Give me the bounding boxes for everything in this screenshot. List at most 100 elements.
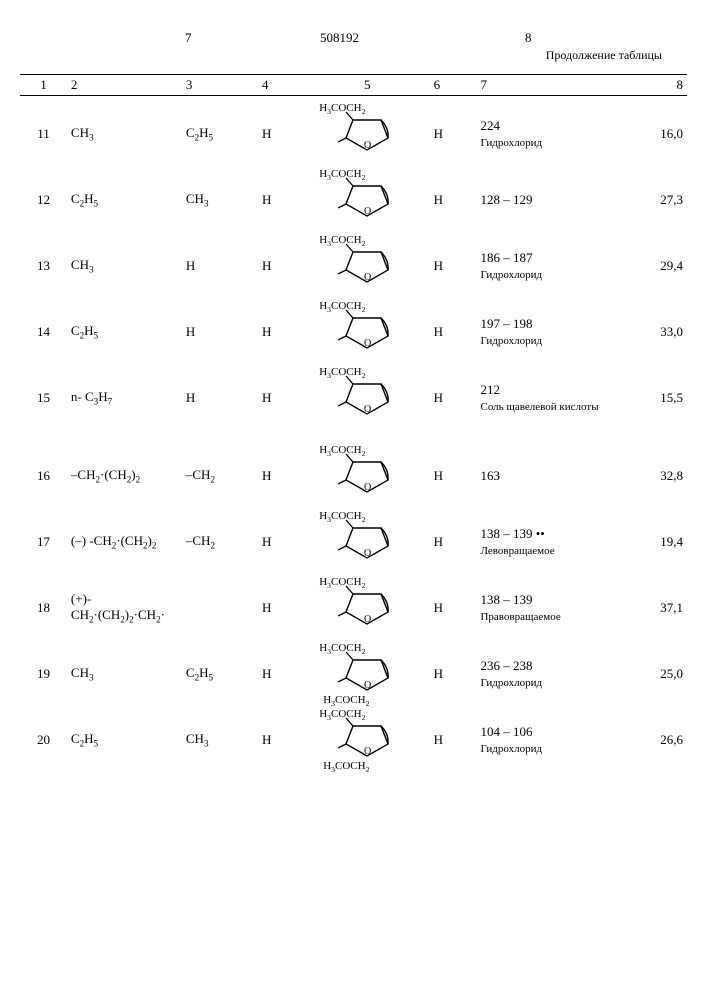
cell-structure: H3COCH2 O bbox=[305, 582, 430, 634]
page-header: 7 508192 8 Продолжение таблицы bbox=[20, 30, 687, 70]
page-number-right: 8 bbox=[525, 30, 532, 46]
col-1: 1 bbox=[20, 77, 67, 93]
cell-val8: 37,1 bbox=[621, 600, 687, 616]
cell-mp: 197 – 198Гидрохлорид bbox=[476, 316, 620, 348]
cell-structure: H3COCH2 O H3COCH2 bbox=[305, 714, 430, 766]
cell-r1: CH3 bbox=[67, 125, 182, 143]
svg-text:O: O bbox=[364, 548, 371, 559]
table-row: 20 C2H5 CH3 H H3COCH2 O H3COCH2 H 104 – … bbox=[20, 714, 687, 766]
cell-r1: CH3 bbox=[67, 257, 182, 275]
cell-mp: 104 – 106Гидрохлорид bbox=[476, 724, 620, 756]
cell-r6: H bbox=[430, 258, 477, 274]
table-row: 16 –CH2·(CH2)2 –CH2 H H3COCH2 O H 163 32… bbox=[20, 450, 687, 502]
table-row: 14 C2H5 H H H3COCH2 O H 197 – 198Гидрохл… bbox=[20, 306, 687, 358]
cell-index: 15 bbox=[20, 390, 67, 406]
cell-r1: (–) -CH2·(CH2)2 bbox=[67, 533, 182, 551]
cell-r6: H bbox=[430, 390, 477, 406]
cell-r2: CH3 bbox=[182, 191, 258, 209]
furan-structure: H3COCH2 O bbox=[337, 240, 397, 290]
furan-top-label: H3COCH2 bbox=[319, 576, 365, 590]
furan-top-label: H3COCH2 bbox=[319, 300, 365, 314]
cell-index: 12 bbox=[20, 192, 67, 208]
furan-top-label: H3COCH2 bbox=[319, 708, 365, 722]
svg-text:O: O bbox=[364, 482, 371, 493]
cell-r6: H bbox=[430, 534, 477, 550]
furan-structure: H3COCH2 O bbox=[337, 108, 397, 158]
cell-mp: 236 – 238Гидрохлорид bbox=[476, 658, 620, 690]
cell-r2: C2H5 bbox=[182, 125, 258, 143]
furan-structure: H3COCH2 O bbox=[337, 582, 397, 632]
cell-val8: 27,3 bbox=[621, 192, 687, 208]
svg-text:O: O bbox=[364, 140, 371, 151]
cell-r6: H bbox=[430, 666, 477, 682]
cell-r1: n- C3H7 bbox=[67, 389, 182, 407]
cell-r6: H bbox=[430, 126, 477, 142]
cell-r3: H bbox=[258, 732, 305, 748]
table-row: 18 (+)-CH2·(CH2)2·CH2· H H3COCH2 O H 138… bbox=[20, 582, 687, 634]
cell-structure: H3COCH2 O bbox=[305, 108, 430, 160]
furan-top-label: H3COCH2 bbox=[319, 510, 365, 524]
svg-text:O: O bbox=[364, 272, 371, 283]
cell-r6: H bbox=[430, 324, 477, 340]
svg-text:O: O bbox=[364, 680, 371, 691]
cell-structure: H3COCH2 O bbox=[305, 450, 430, 502]
table-row: 17 (–) -CH2·(CH2)2 –CH2 H H3COCH2 O H 13… bbox=[20, 516, 687, 568]
cell-index: 17 bbox=[20, 534, 67, 550]
cell-r1: CH3 bbox=[67, 665, 182, 683]
table-row: 19 CH3 C2H5 H H3COCH2 O H3COCH2 H 236 – … bbox=[20, 648, 687, 700]
cell-structure: H3COCH2 O bbox=[305, 174, 430, 226]
col-6: 6 bbox=[430, 77, 477, 93]
furan-top-label: H3COCH2 bbox=[319, 102, 365, 116]
col-8: 8 bbox=[621, 77, 687, 93]
table-column-header: 1 2 3 4 5 6 7 8 bbox=[20, 74, 687, 96]
furan-structure: H3COCH2 O H3COCH2 bbox=[337, 648, 397, 698]
cell-index: 18 bbox=[20, 600, 67, 616]
col-2: 2 bbox=[67, 77, 182, 93]
cell-r2: C2H5 bbox=[182, 665, 258, 683]
cell-mp: 138 – 139Правовращаемое bbox=[476, 592, 620, 624]
document-number: 508192 bbox=[320, 30, 359, 46]
cell-structure: H3COCH2 O bbox=[305, 516, 430, 568]
table-row: 12 C2H5 CH3 H H3COCH2 O H 128 – 129 27,3 bbox=[20, 174, 687, 226]
cell-mp: 212Соль щавелевой кислоты bbox=[476, 382, 620, 414]
cell-r6: H bbox=[430, 468, 477, 484]
cell-val8: 25,0 bbox=[621, 666, 687, 682]
cell-index: 13 bbox=[20, 258, 67, 274]
cell-r1: C2H5 bbox=[67, 731, 182, 749]
cell-val8: 15,5 bbox=[621, 390, 687, 406]
table-continuation-label: Продолжение таблицы bbox=[546, 48, 662, 63]
furan-structure: H3COCH2 O bbox=[337, 450, 397, 500]
cell-index: 20 bbox=[20, 732, 67, 748]
table-row: 11 CH3 C2H5 H H3COCH2 O H 224Гидрохлорид… bbox=[20, 108, 687, 160]
cell-r3: H bbox=[258, 324, 305, 340]
cell-r1: –CH2·(CH2)2 bbox=[67, 467, 182, 485]
col-5: 5 bbox=[305, 77, 430, 93]
table-body: 11 CH3 C2H5 H H3COCH2 O H 224Гидрохлорид… bbox=[20, 108, 687, 766]
svg-text:O: O bbox=[364, 206, 371, 217]
cell-r2: H bbox=[182, 390, 258, 406]
furan-bottom-label: H3COCH2 bbox=[323, 760, 369, 774]
cell-r2: H bbox=[182, 324, 258, 340]
table-row: 15 n- C3H7 H H H3COCH2 O H 212Соль щавел… bbox=[20, 372, 687, 424]
cell-r2: H bbox=[182, 258, 258, 274]
cell-r3: H bbox=[258, 468, 305, 484]
svg-text:O: O bbox=[364, 404, 371, 415]
cell-r1: C2H5 bbox=[67, 191, 182, 209]
furan-structure: H3COCH2 O H3COCH2 bbox=[337, 714, 397, 764]
cell-mp: 128 – 129 bbox=[476, 192, 620, 208]
col-4: 4 bbox=[258, 77, 305, 93]
svg-text:O: O bbox=[364, 746, 371, 757]
furan-structure: H3COCH2 O bbox=[337, 174, 397, 224]
cell-r3: H bbox=[258, 258, 305, 274]
cell-val8: 29,4 bbox=[621, 258, 687, 274]
cell-r3: H bbox=[258, 390, 305, 406]
cell-r3: H bbox=[258, 534, 305, 550]
furan-top-label: H3COCH2 bbox=[319, 234, 365, 248]
cell-r6: H bbox=[430, 600, 477, 616]
cell-structure: H3COCH2 O bbox=[305, 372, 430, 424]
cell-val8: 16,0 bbox=[621, 126, 687, 142]
cell-val8: 33,0 bbox=[621, 324, 687, 340]
table-row: 13 CH3 H H H3COCH2 O H 186 – 187Гидрохло… bbox=[20, 240, 687, 292]
cell-mp: 186 – 187Гидрохлорид bbox=[476, 250, 620, 282]
cell-val8: 32,8 bbox=[621, 468, 687, 484]
